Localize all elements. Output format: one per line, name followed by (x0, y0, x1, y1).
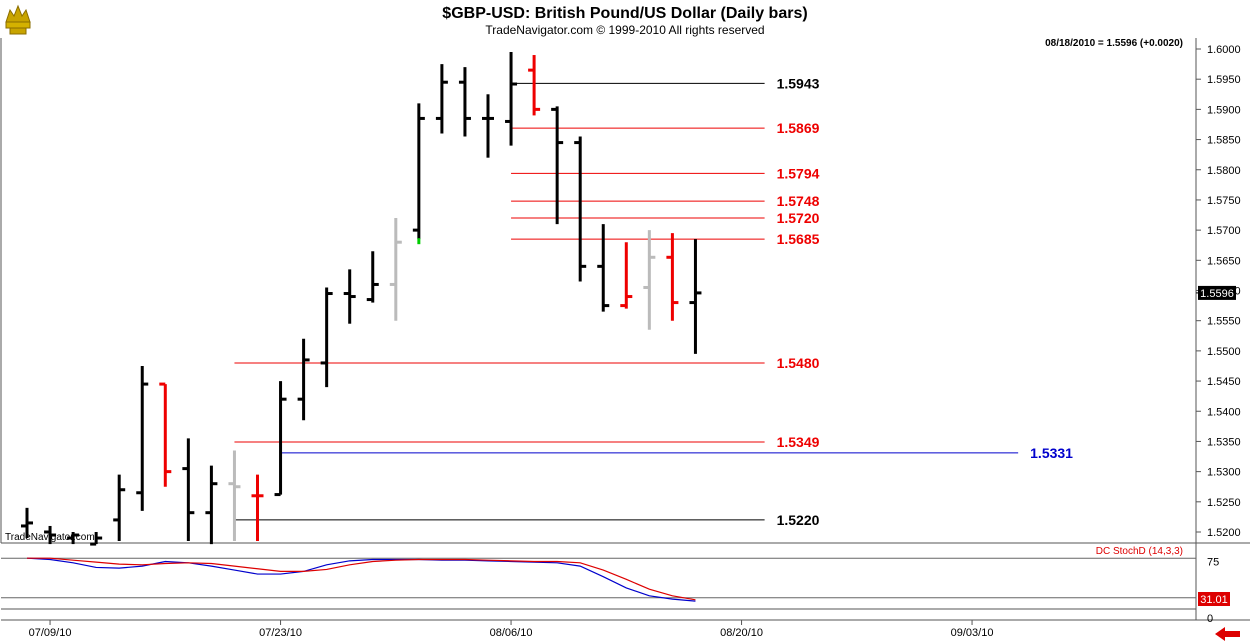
bull-logo-icon[interactable] (5, 4, 31, 35)
price-tick-label: 1.5750 (1207, 195, 1241, 207)
svg-text:31.01: 31.01 (1200, 594, 1228, 606)
ohlc-bar (297, 338, 310, 421)
last-price-tag: 1.5596 (1196, 285, 1236, 300)
ohlc-bar (90, 532, 103, 546)
ohlc-bar (182, 438, 195, 542)
date-tick-label: 08/20/10 (720, 627, 763, 639)
ohlc-bar (643, 230, 656, 330)
stoch-k-line (26, 557, 696, 602)
level-label: 1.5720 (777, 210, 820, 226)
stoch-tick-label: 0 (1207, 613, 1213, 625)
stochastic-lines (26, 557, 696, 602)
date-tick-label: 07/09/10 (29, 627, 72, 639)
date-axis: 07/09/10 07/23/10 08/06/10 08/20/10 09/03/10 (29, 620, 994, 639)
ohlc-bar (228, 450, 241, 542)
ohlc-bar (435, 64, 448, 134)
chart-title: $GBP-USD: British Pound/US Dollar (Daily… (442, 5, 807, 22)
level-label: 1.5220 (777, 512, 820, 528)
price-panel[interactable] (0, 38, 1250, 620)
ohlc-bar (528, 55, 541, 116)
stochastic-axis: 75 0 (1, 557, 1219, 625)
ohlc-bar (574, 136, 587, 282)
ohlc-bar (44, 525, 57, 545)
price-tick-label: 1.5650 (1207, 255, 1241, 267)
ohlc-bar (113, 474, 126, 542)
date-tick-label: 08/06/10 (490, 627, 533, 639)
price-tick-label: 1.5250 (1207, 497, 1241, 509)
ohlc-bar (320, 287, 333, 388)
price-tick-label: 1.5800 (1207, 165, 1241, 177)
price-tick-label: 1.5300 (1207, 467, 1241, 479)
copyright-subtitle: TradeNavigator.com © 1999-2010 All right… (485, 23, 764, 37)
watermark: TradeNavigator.com (5, 532, 95, 543)
ohlc-bar (343, 269, 356, 324)
price-bars (21, 52, 702, 546)
price-tick-label: 1.5550 (1207, 316, 1241, 328)
level-label: 1.5794 (777, 165, 820, 181)
price-tick-label: 1.6000 (1207, 44, 1241, 56)
level-label: 1.5331 (1030, 445, 1073, 461)
level-label: 1.5480 (777, 355, 820, 371)
ohlc-bar (21, 507, 33, 539)
scroll-left-arrow-icon[interactable] (1215, 627, 1240, 641)
ohlc-bar (620, 242, 633, 309)
ohlc-bar (389, 218, 402, 321)
level-label: 1.5349 (777, 434, 820, 450)
stochastic-panel[interactable] (1, 608, 1250, 621)
level-label: 1.5943 (777, 75, 820, 91)
stoch-tick-label: 75 (1207, 557, 1219, 569)
price-tick-label: 1.5900 (1207, 104, 1241, 116)
ohlc-bar (666, 233, 679, 321)
last-quote-readout: 08/18/2010 = 1.5596 (+0.0020) (1045, 38, 1183, 49)
price-tick-label: 1.5500 (1207, 346, 1241, 358)
level-label: 1.5869 (777, 120, 820, 136)
price-tick-label: 1.5950 (1207, 74, 1241, 86)
svg-text:1.5596: 1.5596 (1200, 288, 1234, 300)
price-tick-label: 1.5850 (1207, 135, 1241, 147)
signal-marker (417, 238, 421, 245)
price-tick-label: 1.5200 (1207, 527, 1241, 539)
ohlc-bar (458, 67, 471, 137)
stochastic-last-tag: 31.01 (1198, 592, 1230, 606)
ohlc-bar (505, 52, 518, 146)
ohlc-bar (482, 94, 494, 158)
level-label: 1.5685 (777, 231, 820, 247)
ohlc-bar (136, 365, 149, 511)
ohlc-bar (597, 224, 610, 312)
date-tick-label: 09/03/10 (951, 627, 994, 639)
price-tick-label: 1.5400 (1207, 406, 1241, 418)
ohlc-bar (689, 239, 702, 354)
price-axis[interactable]: 1.5200 1.5250 1.5300 1.5350 1.5400 1.5450 1.55… (1196, 44, 1241, 539)
ohlc-bar (366, 251, 379, 303)
ohlc-bar (551, 106, 564, 225)
ohlc-bar (67, 532, 80, 545)
price-tick-label: 1.5350 (1207, 436, 1241, 448)
ohlc-bar (412, 103, 425, 245)
date-tick-label: 07/23/10 (259, 627, 302, 639)
level-label: 1.5748 (777, 193, 820, 209)
price-tick-label: 1.5700 (1207, 225, 1241, 237)
ohlc-bar (274, 381, 287, 497)
ohlc-bar (205, 465, 218, 545)
ohlc-bar (159, 382, 172, 487)
stochastic-title: DC StochD (14,3,3) (1096, 546, 1183, 557)
price-tick-label: 1.5450 (1207, 376, 1241, 388)
ohlc-bar (251, 474, 264, 542)
stoch-d-line (27, 557, 696, 601)
